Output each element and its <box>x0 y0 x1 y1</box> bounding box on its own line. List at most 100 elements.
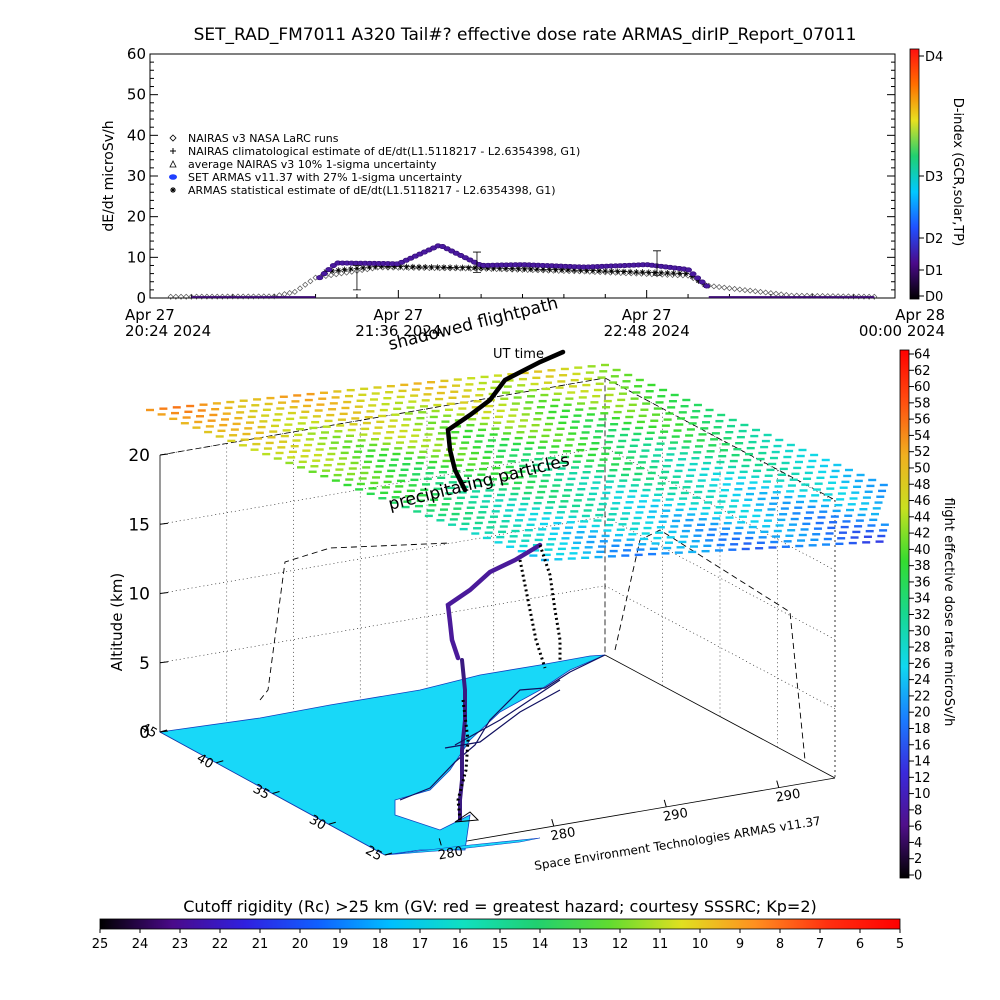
particle-marker <box>750 520 759 523</box>
particle-marker <box>837 537 846 540</box>
particle-marker <box>419 405 428 408</box>
particle-marker <box>347 428 356 432</box>
particle-marker <box>617 398 626 402</box>
particle-marker <box>312 415 321 418</box>
particle-marker <box>700 512 709 515</box>
particle-marker <box>708 528 717 531</box>
particle-marker <box>538 485 547 488</box>
particle-marker <box>471 406 480 409</box>
particle-marker <box>499 525 508 528</box>
particle-marker <box>619 479 628 482</box>
particle-marker <box>585 503 594 507</box>
particle-marker <box>282 429 291 432</box>
particle-marker <box>485 404 494 408</box>
armas-stat-point <box>502 265 509 272</box>
particle-marker <box>816 476 825 480</box>
particle-marker <box>547 501 556 504</box>
particle-marker <box>840 525 849 529</box>
armas-stat-point <box>391 263 398 270</box>
particle-marker <box>831 469 840 473</box>
armas-stat-point <box>689 273 696 280</box>
particle-marker <box>402 462 411 466</box>
particle-marker <box>184 410 193 413</box>
particle-marker <box>458 491 467 494</box>
particle-marker <box>424 433 433 436</box>
particle-marker <box>262 452 271 456</box>
particle-marker <box>796 500 804 504</box>
particle-marker <box>450 475 459 478</box>
particle-marker <box>612 368 621 372</box>
particle-marker <box>609 549 618 553</box>
particle-marker <box>849 497 858 500</box>
particle-marker <box>363 460 372 464</box>
particle-marker <box>747 487 756 490</box>
cutoff-rigidity-tick-label: 20 <box>292 937 309 952</box>
particle-marker <box>676 546 685 549</box>
particle-marker <box>779 513 788 516</box>
particle-marker <box>786 490 795 493</box>
particle-marker <box>773 444 782 448</box>
particle-marker <box>315 448 324 451</box>
longitude-tick-label: 290 <box>775 787 802 806</box>
particle-marker <box>665 412 674 415</box>
particle-marker <box>620 386 629 389</box>
d-index-colorbar-label: D-index (GCR,solar,TP) <box>950 98 965 246</box>
particle-marker <box>462 435 471 439</box>
particle-marker <box>793 466 802 470</box>
particle-marker <box>580 520 589 523</box>
particle-marker <box>588 407 597 410</box>
particle-marker <box>412 473 421 476</box>
particle-marker <box>754 463 763 467</box>
particle-marker <box>544 468 553 471</box>
particle-marker <box>272 418 281 422</box>
particle-marker <box>359 433 368 436</box>
particle-marker <box>826 487 835 490</box>
particle-marker <box>522 453 531 456</box>
top-x-tick-date: Apr 27 <box>622 306 672 324</box>
particle-marker <box>527 480 536 484</box>
particle-marker <box>760 530 769 534</box>
armas-stat-point <box>397 263 404 270</box>
particle-marker <box>301 410 310 413</box>
particle-marker <box>449 436 458 440</box>
particle-marker <box>598 502 607 506</box>
particle-marker <box>624 543 633 547</box>
particle-marker <box>748 525 757 529</box>
cutoff-rigidity-title: Cutoff rigidity (Rc) >25 km (GV: red = g… <box>183 897 817 916</box>
annotation-precipitating-particles: precipitating particles <box>386 450 571 514</box>
particle-marker <box>565 483 574 486</box>
armas-stat-point <box>347 266 354 273</box>
top-y-axis: 0 10 20 30 40 50 60 <box>127 45 895 307</box>
particle-marker <box>878 489 887 493</box>
particle-marker <box>429 460 438 464</box>
particle-marker <box>690 416 699 419</box>
particle-marker <box>600 412 609 415</box>
particle-marker <box>751 475 760 478</box>
particle-marker <box>803 477 812 480</box>
particle-marker <box>480 462 489 465</box>
particle-marker <box>493 504 502 508</box>
nairas-point <box>773 290 780 297</box>
nairas-point <box>710 283 717 290</box>
particle-marker <box>708 444 717 447</box>
particle-marker <box>662 509 671 512</box>
particle-marker <box>536 533 545 536</box>
particle-marker <box>605 480 614 483</box>
particle-marker <box>726 471 735 475</box>
particle-marker <box>875 540 884 543</box>
particle-marker <box>555 473 564 476</box>
particle-marker <box>679 497 688 500</box>
particle-marker <box>328 408 337 411</box>
particle-marker <box>650 504 659 508</box>
armas-stat-point <box>465 264 472 271</box>
particle-marker <box>632 391 641 394</box>
particle-marker <box>516 513 525 517</box>
particle-marker <box>257 425 266 429</box>
particle-marker <box>368 487 377 490</box>
particle-marker <box>437 432 446 435</box>
nairas-point <box>809 292 816 299</box>
nairas-point <box>835 293 842 300</box>
particle-marker <box>564 526 573 529</box>
particle-marker <box>463 389 472 392</box>
particle-marker <box>250 448 259 451</box>
